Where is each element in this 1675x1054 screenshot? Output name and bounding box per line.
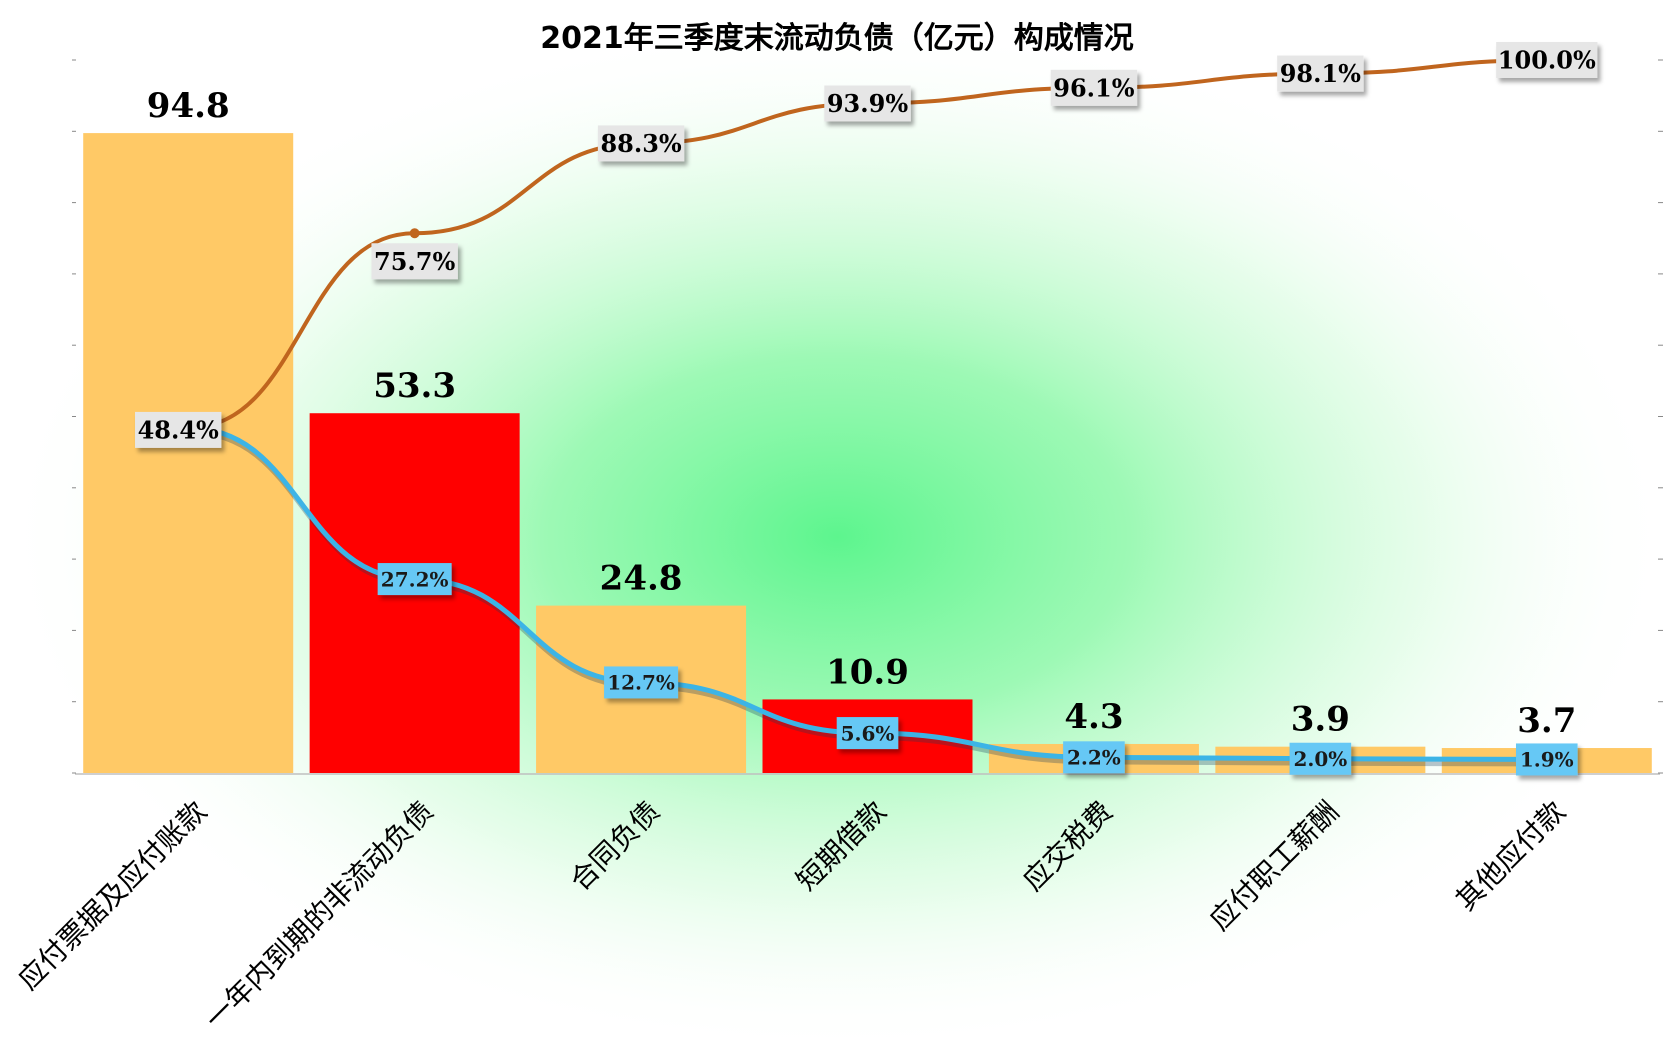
- bar-value-label: 3.7: [1517, 701, 1576, 741]
- line-value-label: 88.3%: [600, 129, 681, 158]
- line-label-box: [824, 85, 911, 122]
- line-label-box: [135, 411, 222, 448]
- line-label-box: [604, 666, 679, 699]
- line-label-box: [1515, 743, 1578, 776]
- line-value-label: 96.1%: [1053, 73, 1134, 102]
- bar-value-label: 94.8: [147, 86, 230, 126]
- line-label-box: [371, 243, 458, 280]
- line-label-box: [1289, 742, 1352, 775]
- line-value-label: 2.2%: [1067, 746, 1121, 770]
- bar-value-label: 24.8: [600, 559, 683, 599]
- line-label-box: [1063, 741, 1125, 774]
- line-label-box: [1050, 69, 1138, 106]
- line-value-label: 100.0%: [1498, 46, 1596, 75]
- line-value-label: 27.2%: [381, 567, 449, 591]
- bar-value-label: 3.9: [1291, 700, 1350, 740]
- line-label-box: [836, 717, 899, 750]
- line-value-label: 5.6%: [841, 721, 895, 745]
- bar-value-label: 4.3: [1064, 697, 1123, 737]
- line-value-label: 2.0%: [1293, 747, 1347, 771]
- line-value-label: 48.4%: [138, 416, 219, 445]
- line-value-label: 93.9%: [827, 89, 908, 118]
- line-label-box: [597, 125, 685, 162]
- line-value-label: 75.7%: [374, 247, 455, 276]
- chart-title: 2021年三季度末流动负债（亿元）构成情况: [540, 21, 1134, 56]
- bar-value-label: 53.3: [373, 366, 456, 406]
- line-label-box: [1277, 55, 1364, 92]
- line-label-box: [377, 563, 452, 596]
- line-value-label: 1.9%: [1520, 748, 1574, 772]
- bar: [83, 133, 294, 774]
- line-value-label: 98.1%: [1280, 59, 1361, 88]
- line-marker: [409, 228, 420, 239]
- line-label-box: [1496, 42, 1598, 78]
- line-value-label: 12.7%: [607, 671, 675, 695]
- bar-value-label: 10.9: [826, 652, 909, 692]
